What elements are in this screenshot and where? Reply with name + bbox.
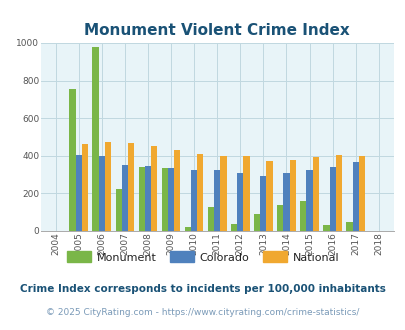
- Bar: [220, 156, 226, 231]
- Bar: [98, 156, 104, 231]
- Bar: [69, 89, 75, 231]
- Bar: [254, 214, 260, 231]
- Bar: [138, 167, 145, 231]
- Bar: [277, 205, 283, 231]
- Bar: [237, 173, 243, 231]
- Bar: [322, 225, 329, 231]
- Bar: [75, 155, 82, 231]
- Bar: [197, 154, 203, 231]
- Bar: [266, 161, 272, 231]
- Title: Monument Violent Crime Index: Monument Violent Crime Index: [84, 22, 349, 38]
- Bar: [190, 170, 197, 231]
- Bar: [128, 143, 134, 231]
- Bar: [92, 47, 98, 231]
- Bar: [329, 167, 335, 231]
- Bar: [168, 168, 174, 231]
- Bar: [115, 189, 122, 231]
- Bar: [289, 159, 295, 231]
- Bar: [306, 170, 312, 231]
- Bar: [230, 224, 237, 231]
- Bar: [104, 142, 111, 231]
- Bar: [122, 165, 128, 231]
- Bar: [213, 170, 220, 231]
- Bar: [81, 144, 88, 231]
- Bar: [358, 156, 364, 231]
- Bar: [151, 146, 157, 231]
- Bar: [174, 150, 180, 231]
- Bar: [312, 157, 318, 231]
- Text: © 2025 CityRating.com - https://www.cityrating.com/crime-statistics/: © 2025 CityRating.com - https://www.city…: [46, 308, 359, 317]
- Bar: [335, 155, 341, 231]
- Bar: [352, 162, 358, 231]
- Bar: [345, 222, 352, 231]
- Bar: [283, 173, 289, 231]
- Text: Crime Index corresponds to incidents per 100,000 inhabitants: Crime Index corresponds to incidents per…: [20, 284, 385, 294]
- Bar: [299, 201, 306, 231]
- Bar: [184, 227, 190, 231]
- Legend: Monument, Colorado, National: Monument, Colorado, National: [63, 248, 342, 266]
- Bar: [145, 166, 151, 231]
- Bar: [260, 176, 266, 231]
- Bar: [161, 168, 168, 231]
- Bar: [243, 156, 249, 231]
- Bar: [207, 207, 213, 231]
